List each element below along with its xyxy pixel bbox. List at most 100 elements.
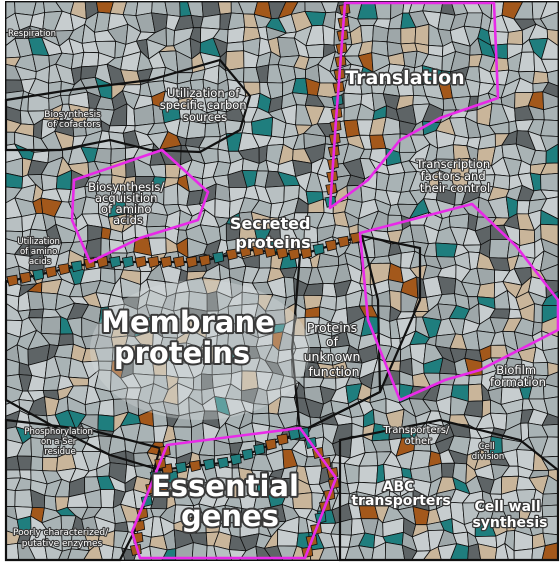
mosaic-cell (5, 131, 16, 146)
label-carbon: Utilization of specific carbon sources (160, 86, 251, 124)
mosaic-cell (125, 450, 135, 467)
accent-cell (264, 438, 277, 451)
mosaic-cell (540, 172, 559, 192)
accent-cell (109, 256, 122, 268)
essential-outline (130, 426, 338, 560)
mosaic-cell (487, 30, 509, 46)
accent-cell (312, 243, 325, 256)
mosaic-cell (304, 456, 323, 468)
mosaic-cell (5, 469, 21, 479)
lower-right-boundary (338, 418, 560, 562)
mosaic-cell (532, 70, 549, 85)
accent-cell (6, 274, 19, 287)
label-biosyn-cofactors: Biosynthesis of cofactors (44, 110, 103, 130)
mosaic-cell (214, 198, 231, 219)
mosaic-cell (414, 23, 430, 46)
accent-cell (32, 268, 45, 281)
accent-cell (253, 443, 266, 456)
accent-cell (288, 428, 301, 441)
mosaic-cell (5, 216, 23, 233)
label-unknown: Proteins of unknown function (304, 320, 365, 379)
mosaic-cell (283, 276, 295, 299)
accent-cell (45, 266, 57, 278)
mosaic-cell (225, 50, 245, 71)
accent-cell (337, 235, 350, 248)
mosaic-cell (164, 1, 181, 17)
accent-cell (276, 433, 289, 446)
mosaic-cell (226, 41, 245, 53)
accent-cell (57, 263, 70, 276)
boundary-accents (6, 3, 362, 559)
membrane-boundary (4, 234, 422, 472)
mosaic-cell (360, 25, 374, 43)
label-phosphorylation: Phosphorylation on a Ser residue (24, 427, 95, 457)
lower-left-boundary (4, 418, 162, 562)
mosaic-cell (358, 465, 379, 484)
label-translation: Translation (345, 67, 464, 89)
mosaic-cell (226, 26, 246, 44)
mosaic-cell (28, 308, 45, 319)
accent-cell (252, 244, 264, 257)
unknown-boundary (290, 234, 382, 434)
accent-cell (185, 256, 198, 268)
mosaic-cell (305, 43, 325, 59)
accent-cell (225, 248, 238, 261)
mosaic-cell (81, 51, 100, 68)
accent-cell (276, 247, 288, 260)
mosaic-cell (476, 267, 496, 286)
label-cellwall: Cell wall synthesis (472, 499, 547, 531)
mosaic-cell (40, 316, 62, 335)
accent-cell (203, 458, 215, 471)
mosaic-cell (533, 303, 543, 324)
label-transporters: Transporters/ other (383, 425, 453, 447)
mosaic-cell (42, 456, 59, 472)
mosaic-cell (374, 1, 392, 20)
label-amino-acids: Biosynthesis/ acquisition of amino acids (88, 180, 168, 227)
upper-left-boundary (4, 58, 252, 154)
accent-cell (212, 251, 225, 264)
mosaic-cell (97, 398, 115, 417)
region-shading (4, 58, 560, 562)
mosaic-cell (513, 548, 534, 561)
label-cell-division: Cell division (472, 442, 505, 462)
accent-cell (288, 248, 300, 261)
mosaic-cell (16, 455, 32, 471)
accent-cell (96, 256, 109, 268)
mosaic-cell (322, 24, 335, 46)
mosaic-cell (27, 290, 45, 311)
accent-cell (175, 461, 187, 474)
mosaic-cell (5, 488, 16, 507)
mosaic-cell (467, 383, 484, 402)
translation-outline (328, 1, 500, 210)
mosaic-cell (30, 455, 44, 472)
label-respiration: Respiration (8, 29, 56, 39)
accent-cell (147, 256, 160, 268)
label-poorly-characterized: Poorly characterized/ putative enzymes (13, 528, 111, 549)
accent-cell (134, 256, 147, 268)
mosaic-cell (5, 542, 20, 561)
membrane-highlight-fill (90, 280, 310, 420)
mosaic-cell (57, 333, 74, 347)
accent-cell (325, 239, 337, 252)
accent-cell (172, 256, 185, 268)
transcription-outline (358, 202, 560, 402)
accent-cell (160, 256, 173, 268)
mosaic-cell (506, 29, 524, 45)
label-secreted: Secreted proteins (230, 214, 316, 252)
accent-cell (229, 453, 242, 466)
mosaic-cell (40, 174, 58, 192)
accent-cell (300, 247, 313, 260)
region-labels: Membrane proteins Essential genes Transl… (7, 28, 549, 550)
mosaic-cell (14, 489, 33, 508)
mosaic-cell (518, 51, 536, 73)
mosaic-cell (148, 237, 167, 257)
mosaic-cell (386, 28, 402, 45)
mosaic-cell (516, 200, 531, 215)
label-utilization-aa: Utilization of amino acids (17, 237, 62, 267)
mosaic-cell (400, 26, 417, 45)
mosaic-cell (100, 488, 116, 509)
mosaic-cell (97, 414, 115, 432)
accent-cell (19, 271, 32, 284)
